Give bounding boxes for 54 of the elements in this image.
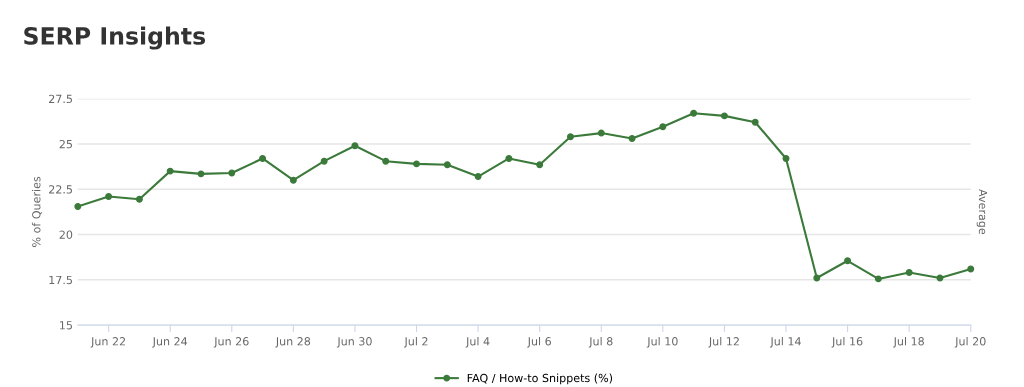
point bbox=[105, 193, 113, 200]
point bbox=[782, 154, 790, 162]
x-tick-label: Jul 4 bbox=[465, 336, 490, 348]
x-tick-label: Jul 20 bbox=[954, 336, 986, 348]
y-tick-label: 15 bbox=[60, 321, 72, 330]
point bbox=[228, 169, 236, 177]
y-axis-title: % of Queries bbox=[31, 176, 42, 247]
y2-axis-title: Average bbox=[976, 189, 988, 235]
point bbox=[166, 167, 174, 175]
y-tick-label: 22.5 bbox=[49, 185, 72, 194]
x-tick-label: Jun 30 bbox=[336, 337, 372, 348]
y-tick-label: 20 bbox=[59, 230, 73, 239]
x-tick-label: Jul 8 bbox=[588, 336, 613, 348]
point bbox=[74, 202, 82, 210]
point bbox=[628, 135, 636, 143]
point bbox=[351, 142, 359, 150]
y-tick-label: 17.5 bbox=[49, 275, 72, 285]
y-tick-label: 27.5 bbox=[49, 94, 72, 104]
x-tick-label: Jul 12 bbox=[708, 336, 739, 348]
point bbox=[967, 265, 975, 273]
point bbox=[505, 154, 513, 162]
point bbox=[289, 176, 297, 184]
point bbox=[659, 123, 667, 131]
point bbox=[135, 195, 143, 203]
point bbox=[597, 129, 605, 137]
x-tick-label: Jul 6 bbox=[527, 336, 551, 348]
point bbox=[844, 257, 852, 265]
point bbox=[259, 154, 267, 162]
x-tick-label: Jul 16 bbox=[831, 336, 863, 348]
point bbox=[720, 112, 728, 120]
point bbox=[751, 118, 759, 126]
point bbox=[690, 109, 698, 117]
point bbox=[474, 173, 482, 181]
x-tick-label: Jul 2 bbox=[403, 336, 428, 348]
point bbox=[413, 160, 420, 168]
chart-title: SERP Insights bbox=[24, 26, 206, 50]
point bbox=[443, 161, 451, 169]
y-tick-label: 25 bbox=[59, 139, 72, 149]
point bbox=[874, 275, 882, 283]
x-tick-label: Jun 26 bbox=[213, 337, 249, 348]
point bbox=[320, 157, 328, 165]
x-tick-label: Jul 18 bbox=[893, 336, 924, 348]
point bbox=[813, 274, 821, 282]
point bbox=[197, 170, 205, 178]
point bbox=[382, 157, 390, 165]
x-tick-label: Jun 24 bbox=[152, 337, 188, 348]
point bbox=[567, 133, 574, 141]
x-tick-label: Jun 22 bbox=[90, 337, 126, 348]
x-tick-label: Jun 28 bbox=[275, 337, 311, 348]
point bbox=[536, 161, 544, 169]
x-tick-label: Jul 10 bbox=[646, 336, 678, 348]
point bbox=[905, 269, 913, 277]
x-tick-label: Jul 14 bbox=[769, 336, 801, 348]
legend-label: FAQ / How-to Snippets (%) bbox=[467, 373, 613, 385]
